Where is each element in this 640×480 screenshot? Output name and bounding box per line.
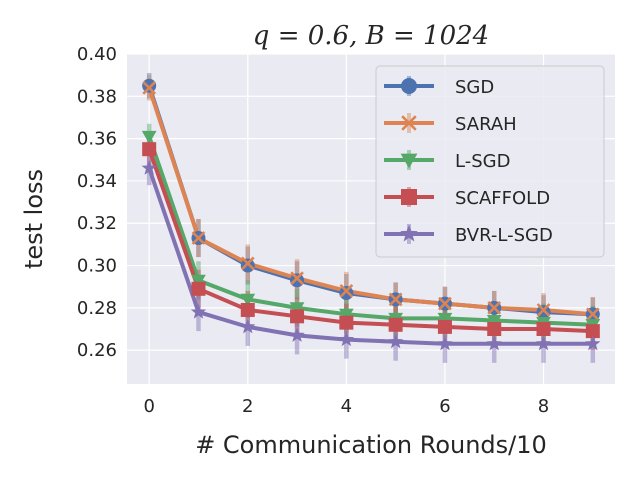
data-point-l-sgd xyxy=(339,308,354,322)
data-point-sgd xyxy=(290,273,305,288)
series-line-l-sgd xyxy=(147,135,593,327)
data-point-bvr-l-sgd xyxy=(387,333,404,349)
legend-label-l-sgd: L-SGD xyxy=(455,151,510,172)
data-point-sgd xyxy=(536,305,551,320)
data-point-bvr-l-sgd xyxy=(437,335,453,351)
x-tick-label: 0 xyxy=(143,396,154,417)
series-line-scaffold xyxy=(147,148,593,334)
data-point-scaffold xyxy=(585,324,600,339)
data-point-sarah xyxy=(142,80,157,95)
data-point-scaffold xyxy=(487,322,502,336)
data-point-scaffold xyxy=(191,281,206,296)
data-point-sarah xyxy=(585,307,600,322)
y-axis-label: test loss xyxy=(20,169,48,269)
data-point-scaffold xyxy=(388,317,403,332)
data-point-bvr-l-sgd xyxy=(486,335,502,351)
data-point-scaffold xyxy=(290,309,305,324)
legend-marker-l-sgd xyxy=(400,153,418,169)
data-point-l-sgd xyxy=(240,293,256,307)
data-point-sarah xyxy=(240,256,255,271)
x-tick-label: 8 xyxy=(538,396,549,417)
y-tick-label: 0.28 xyxy=(77,298,117,319)
data-point-sarah xyxy=(388,292,403,307)
data-point-sgd xyxy=(339,286,354,301)
legend-marker-sgd xyxy=(401,78,417,94)
legend-labels: SGD SARAH L-SGD SCAFFOLD BVR-L-SGD xyxy=(455,77,553,246)
legend-label-sarah: SARAH xyxy=(455,114,517,135)
y-tick-labels: 0.26 0.28 0.30 0.32 0.34 0.36 0.38 0.40 xyxy=(77,44,117,361)
series-lines xyxy=(147,85,593,346)
data-point-bvr-l-sgd xyxy=(190,304,207,319)
legend-marker-sarah xyxy=(401,115,417,131)
data-point-scaffold xyxy=(437,319,452,334)
data-point-scaffold xyxy=(240,302,255,317)
legend-label-scaffold: SCAFFOLD xyxy=(455,188,550,209)
data-point-sarah xyxy=(290,271,304,286)
data-point-l-sgd xyxy=(191,274,206,288)
series-line-bvr-l-sgd xyxy=(147,167,593,346)
x-tick-label: 4 xyxy=(341,396,352,417)
y-tick-label: 0.34 xyxy=(77,171,117,192)
chart-title: q = 0.6, B = 1024 xyxy=(253,21,489,51)
data-point-sarah xyxy=(438,296,452,311)
legend-marker-scaffold xyxy=(401,189,417,205)
data-point-l-sgd xyxy=(486,314,502,328)
legend: SGD SARAH L-SGD SCAFFOLD BVR-L-SGD xyxy=(375,65,605,258)
data-point-bvr-l-sgd xyxy=(141,160,157,175)
x-tick-label: 2 xyxy=(242,396,253,417)
x-tick-labels: 0 2 4 6 8 xyxy=(143,396,549,417)
data-point-scaffold xyxy=(536,322,551,336)
data-point-sarah xyxy=(191,231,206,245)
data-point-bvr-l-sgd xyxy=(585,335,601,351)
y-tick-label: 0.32 xyxy=(77,213,117,234)
x-tick-label: 6 xyxy=(439,396,450,417)
data-point-l-sgd xyxy=(141,130,157,144)
series-markers xyxy=(141,78,601,351)
y-tick-label: 0.38 xyxy=(77,86,117,107)
y-tick-label: 0.36 xyxy=(77,129,117,150)
legend-marker-bvr-l-sgd xyxy=(400,224,418,242)
data-point-sarah xyxy=(536,303,551,317)
legend-label-sgd: SGD xyxy=(455,77,494,98)
data-point-bvr-l-sgd xyxy=(535,335,552,351)
data-point-sarah xyxy=(487,300,502,315)
data-point-scaffold xyxy=(142,142,157,157)
data-point-bvr-l-sgd xyxy=(338,331,355,347)
data-point-bvr-l-sgd xyxy=(289,327,305,342)
legend-label-bvr-l-sgd: BVR-L-SGD xyxy=(455,225,553,246)
data-point-l-sgd xyxy=(437,312,453,326)
legend-markers xyxy=(400,78,418,242)
data-point-l-sgd xyxy=(289,302,305,316)
x-axis-label: # Communication Rounds/10 xyxy=(195,431,547,459)
data-point-sgd xyxy=(240,258,255,273)
y-tick-label: 0.40 xyxy=(77,44,117,65)
data-point-sgd xyxy=(142,78,157,93)
series-line-sarah xyxy=(147,87,593,317)
data-point-scaffold xyxy=(339,315,354,330)
data-point-bvr-l-sgd xyxy=(240,318,256,334)
legend-box xyxy=(375,65,605,258)
data-point-sarah xyxy=(339,284,354,298)
y-tick-label: 0.26 xyxy=(77,340,117,361)
y-tick-label: 0.30 xyxy=(77,256,117,277)
